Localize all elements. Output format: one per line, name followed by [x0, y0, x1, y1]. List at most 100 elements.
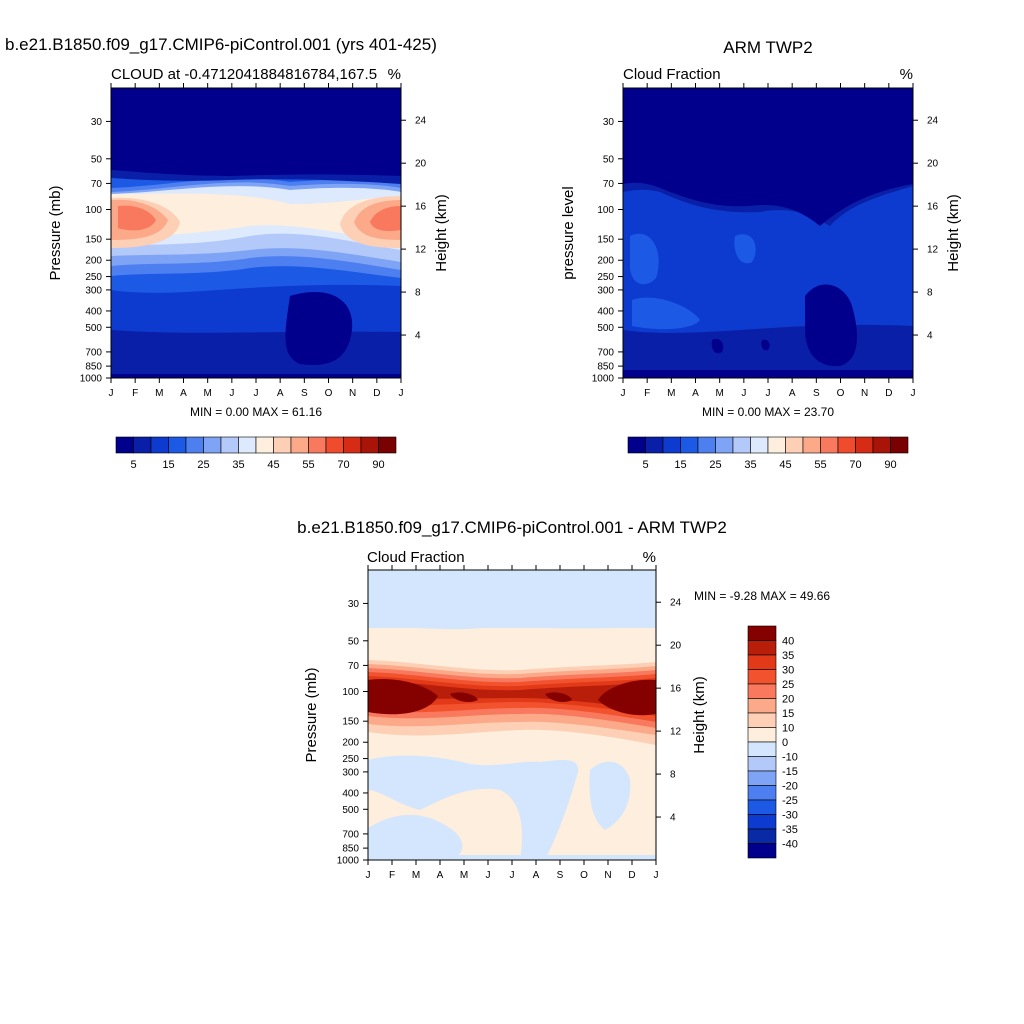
- panel-diff-ytick-label: 1000: [337, 856, 360, 867]
- colorbar-model-swatch: [360, 436, 379, 454]
- panel-diff-ytick-right-label: 8: [670, 770, 676, 781]
- panel-obs-ytick-label: 1000: [592, 374, 615, 385]
- colorbar-diff-label: -40: [782, 839, 798, 851]
- panel-obs-ytick-label: 400: [597, 306, 614, 317]
- panel-model-ylabel: Pressure (mb): [47, 185, 64, 280]
- panel-obs-xtick-label: S: [813, 388, 820, 399]
- panel-diff-ytick-label: 300: [342, 767, 359, 778]
- colorbar-diff-label: -25: [782, 795, 798, 807]
- colorbar-diff-label: 20: [782, 694, 794, 706]
- panel-obs-ytick-label: 30: [603, 117, 615, 128]
- panel-obs-ytick-label: 100: [597, 205, 614, 216]
- panel-obs-field: [623, 88, 913, 378]
- panel-diff-ytick-label: 250: [342, 754, 359, 765]
- colorbar-obs: 5 15 25 35 45 55 70 90: [627, 436, 909, 471]
- colorbar-diff-swatch: [747, 799, 777, 815]
- colorbar-obs-swatch: [785, 436, 804, 454]
- panel-obs-ylabel-right: Height (km): [945, 194, 962, 272]
- colorbar-diff-label: -30: [782, 810, 798, 822]
- panel-diff-ytick-right-label: 12: [670, 727, 682, 738]
- panel-obs-ytick-label: 50: [603, 154, 615, 165]
- panel-obs-ytick-label: 700: [597, 347, 614, 358]
- panel-model-xtick-label: O: [325, 388, 333, 399]
- colorbar-obs-swatch: [872, 436, 891, 454]
- panel-obs-ytick-label: 850: [597, 362, 614, 373]
- panel-obs-xtick-label: N: [861, 388, 868, 399]
- panel-model-ytick-label: 30: [91, 117, 103, 128]
- panel-model-xtick-label: J: [254, 388, 259, 399]
- colorbar-model-swatch: [378, 436, 397, 454]
- colorbar-diff-swatch: [747, 785, 777, 801]
- panel-diff: b.e21.B1850.f09_g17.CMIP6-piControl.001 …: [297, 518, 830, 881]
- panel-model-xtick-label: J: [109, 388, 114, 399]
- panel-diff-xtick-label: J: [654, 870, 659, 881]
- panel-diff-ytick-label: 400: [342, 788, 359, 799]
- panel-diff-xtick-label: J: [366, 870, 371, 881]
- panel-obs-ytick-right-label: 20: [927, 159, 939, 170]
- colorbar-diff-label: -20: [782, 781, 798, 793]
- panel-diff-ytick-right-label: 16: [670, 684, 682, 695]
- colorbar-diff-label: -10: [782, 752, 798, 764]
- panel-obs-ylabel: pressure level: [560, 186, 577, 279]
- colorbar-obs-label: 70: [849, 459, 861, 471]
- colorbar-model-swatch: [325, 436, 344, 454]
- colorbar-diff-label: 40: [782, 636, 794, 648]
- colorbar-model-swatch: [220, 436, 239, 454]
- panel-obs-xtick-label: D: [885, 388, 892, 399]
- panel-obs: ARM TWP2 Cloud Fraction % pressure level…: [560, 38, 962, 419]
- colorbar-obs-swatch: [855, 436, 874, 454]
- panel-obs-title: ARM TWP2: [723, 38, 812, 57]
- panel-model-ytick-label: 1000: [80, 374, 103, 385]
- panel-obs-xtick-label: J: [911, 388, 916, 399]
- colorbar-obs-label: 5: [642, 459, 648, 471]
- colorbar-obs-swatch: [662, 436, 681, 454]
- colorbar-model-swatch: [168, 436, 187, 454]
- panel-diff-units: %: [643, 549, 656, 566]
- panel-model-xtick-label: N: [349, 388, 356, 399]
- panel-obs-ytick-label: 500: [597, 323, 614, 334]
- panel-diff-ytick-right-label: 20: [670, 641, 682, 652]
- panel-model-ytick-label: 150: [85, 235, 102, 246]
- colorbar-model-swatch: [238, 436, 257, 454]
- panel-model-xtick-label: A: [180, 388, 187, 399]
- colorbar-obs-swatch: [890, 436, 909, 454]
- colorbar-obs-swatch: [697, 436, 716, 454]
- panel-model-ytick-label: 200: [85, 256, 102, 267]
- panel-obs-ytick-right-label: 12: [927, 245, 939, 256]
- colorbar-diff: 40 35 30 25 20 15 10 0 -10 -15 -20 -25 -30 -35 -40: [747, 625, 798, 859]
- colorbar-diff-label: -35: [782, 824, 798, 836]
- colorbar-diff-label: 35: [782, 650, 794, 662]
- colorbar-diff-swatch: [747, 669, 777, 685]
- colorbar-diff-label: 25: [782, 679, 794, 691]
- colorbar-diff-swatch: [747, 712, 777, 728]
- colorbar-diff-swatch: [747, 814, 777, 830]
- panel-model: b.e21.B1850.f09_g17.CMIP6-piControl.001 …: [5, 35, 450, 419]
- panel-diff-ytick-label: 50: [348, 636, 360, 647]
- colorbar-diff-swatch: [747, 828, 777, 844]
- panel-model-ytick-right-label: 20: [415, 159, 427, 170]
- panel-obs-xtick-label: A: [789, 388, 796, 399]
- panel-diff-ylabel-right: Height (km): [691, 676, 708, 754]
- panel-model-xtick-label: D: [373, 388, 380, 399]
- panel-model-xtick-label: J: [229, 388, 234, 399]
- panel-obs-xtick-label: J: [766, 388, 771, 399]
- colorbar-obs-swatch: [837, 436, 856, 454]
- panel-diff-title: b.e21.B1850.f09_g17.CMIP6-piControl.001 …: [297, 518, 727, 537]
- colorbar-diff-swatch: [747, 625, 777, 641]
- colorbar-diff-swatch: [747, 727, 777, 743]
- colorbar-obs-swatch: [820, 436, 839, 454]
- colorbar-diff-swatch: [747, 654, 777, 670]
- panel-model-ytick-right-label: 24: [415, 116, 427, 127]
- colorbar-obs-label: 45: [779, 459, 791, 471]
- panel-obs-ytick-right-label: 8: [927, 288, 933, 299]
- panel-model-units: %: [388, 66, 401, 83]
- colorbar-diff-swatch: [747, 741, 777, 757]
- colorbar-obs-swatch: [732, 436, 751, 454]
- panel-model-ytick-label: 850: [85, 362, 102, 373]
- colorbar-obs-label: 90: [884, 459, 896, 471]
- panel-diff-ytick-right-label: 4: [670, 813, 676, 824]
